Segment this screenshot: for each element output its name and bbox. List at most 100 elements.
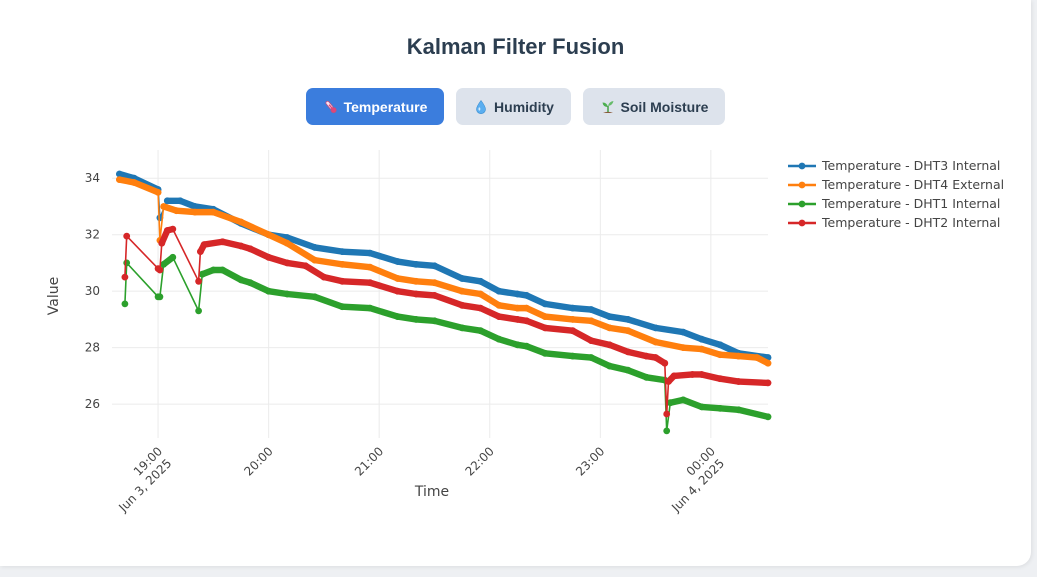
marker-run [431, 292, 466, 309]
legend-label: Temperature - DHT3 Internal [821, 158, 1000, 173]
marker-run [431, 317, 466, 332]
page-title: Kalman Filter Fusion [406, 34, 625, 59]
marker-run [311, 244, 346, 255]
data-point [195, 307, 203, 315]
marker-run [339, 278, 374, 286]
tab-soil-moisture[interactable]: Soil Moisture [583, 88, 725, 125]
data-point [121, 300, 129, 308]
marker-run [477, 304, 503, 320]
marker-run [311, 256, 346, 268]
x-tick: 22:00 [463, 444, 497, 478]
marker-run [523, 343, 549, 357]
x-tick: 20:00 [241, 444, 275, 478]
legend-item[interactable]: Temperature - DHT1 Internal [788, 196, 1000, 211]
marker-run [366, 304, 401, 320]
marker-run [680, 396, 705, 411]
marker-run [265, 231, 291, 247]
marker-run [523, 304, 549, 320]
marker-run [265, 254, 291, 267]
marker-run [477, 290, 503, 309]
marker-run [523, 292, 549, 308]
marker-run [366, 279, 401, 295]
tab-soil-moisture-label: Soil Moisture [620, 98, 709, 115]
marker-run [680, 328, 705, 343]
marker-run [753, 354, 772, 367]
marker-run [541, 350, 576, 360]
y-tick-label: 34 [85, 171, 100, 185]
chart-grid [112, 150, 768, 438]
series-4 [121, 225, 772, 418]
marker-run [606, 341, 632, 356]
marker-run [652, 338, 687, 351]
legend-item[interactable]: Temperature - DHT4 External [788, 177, 1004, 192]
legend-item[interactable]: Temperature - DHT2 Internal [788, 215, 1000, 230]
marker-run [735, 406, 772, 421]
data-point [123, 259, 131, 267]
y-tick-label: 30 [85, 284, 100, 298]
marker-run [477, 278, 503, 295]
x-tick-label: 22:00 [463, 444, 497, 478]
marker-run [624, 327, 659, 346]
x-tick: 23:00 [573, 444, 607, 478]
data-point [123, 232, 131, 240]
marker-run [160, 254, 177, 268]
series-1 [116, 170, 772, 361]
marker-run [541, 324, 576, 334]
marker-run [587, 317, 613, 332]
x-tick-label: 21:00 [352, 444, 386, 478]
x-tick: 21:00 [352, 444, 386, 478]
legend-marker [798, 200, 806, 208]
tab-humidity-label: Humidity [494, 98, 554, 115]
marker-run [431, 262, 466, 282]
marker-run [130, 179, 162, 196]
marker-run [237, 218, 272, 238]
marker-run [587, 306, 613, 320]
marker-run [339, 248, 374, 257]
y-axis-title: Value [46, 277, 62, 315]
marker-run [624, 367, 650, 381]
marker-run [523, 317, 549, 332]
marker-run [735, 378, 772, 387]
legend-marker [798, 219, 806, 227]
marker-run [495, 335, 521, 349]
marker-run [652, 354, 669, 367]
marker-run [698, 335, 724, 349]
tab-temperature-label: Temperature [343, 98, 428, 115]
data-point [663, 427, 671, 435]
marker-run [247, 279, 272, 295]
marker-run [283, 290, 318, 301]
legend-marker [798, 162, 806, 170]
marker-run [624, 316, 659, 332]
data-point [195, 277, 203, 285]
marker-run [569, 327, 595, 344]
marker-run [247, 245, 272, 261]
x-tick-label: 20:00 [241, 444, 275, 478]
chart-legend: Temperature - DHT3 Internal Temperature -… [788, 158, 1004, 230]
y-tick-label: 26 [85, 397, 100, 411]
marker-run [311, 293, 346, 310]
data-point [663, 410, 671, 418]
marker-run [339, 303, 374, 312]
tab-temperature[interactable]: Temperature [306, 88, 444, 125]
legend-item[interactable]: Temperature - DHT3 Internal [788, 158, 1000, 173]
thermometer-icon [323, 99, 339, 115]
marker-run [541, 300, 576, 312]
marker-run [283, 239, 318, 264]
droplet-icon [473, 99, 489, 115]
series-2 [116, 176, 772, 367]
tab-humidity[interactable]: Humidity [456, 88, 571, 125]
seedling-icon [600, 99, 616, 115]
legend-label: Temperature - DHT4 External [821, 177, 1004, 192]
marker-run [366, 263, 401, 282]
dashboard-card: Kalman Filter Fusion Temperature [0, 0, 1031, 566]
marker-run [154, 265, 164, 274]
marker-run [366, 249, 401, 265]
y-axis-ticks: 34 32 30 28 26 [85, 171, 100, 411]
marker-run [219, 266, 245, 284]
legend-label: Temperature - DHT1 Internal [821, 196, 1000, 211]
y-tick-label: 32 [85, 228, 100, 242]
